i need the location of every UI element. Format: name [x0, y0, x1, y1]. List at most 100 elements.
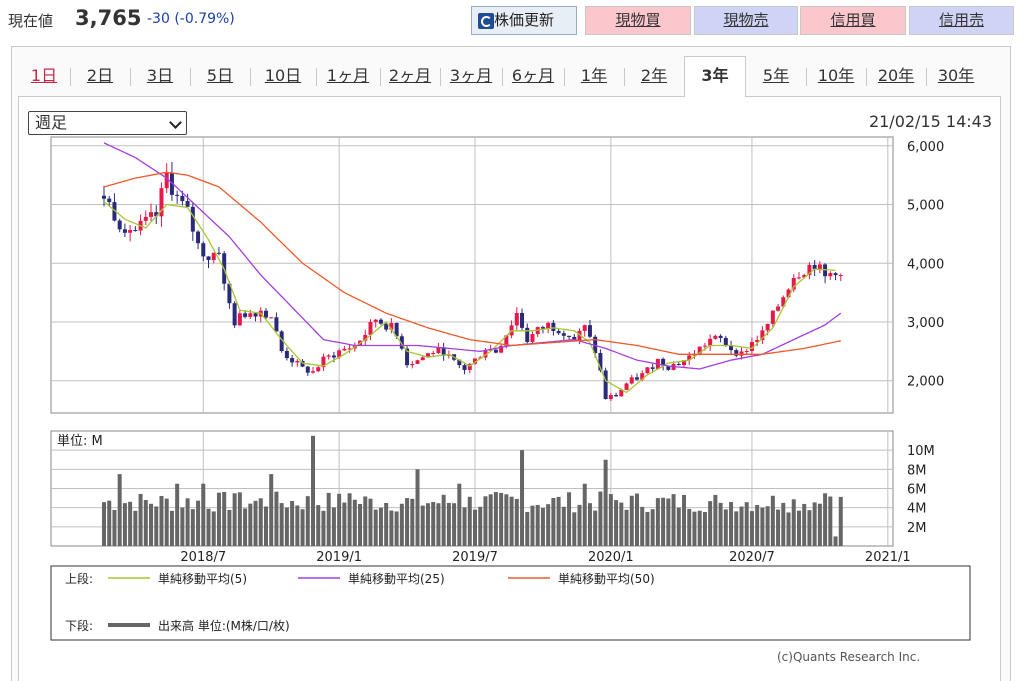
volume-bar — [206, 508, 211, 546]
tab-3日[interactable]: 3日 — [146, 66, 174, 85]
tab-2日[interactable]: 2日 — [86, 66, 114, 85]
candle-body — [624, 383, 629, 390]
tab-separator — [440, 68, 441, 86]
volume-bar — [655, 498, 660, 546]
volume-bar — [535, 504, 540, 546]
volume-bar — [436, 503, 441, 546]
legend-lower-label: 下段: — [65, 618, 93, 633]
candle-body — [603, 370, 608, 400]
tab-10日[interactable]: 10日 — [264, 66, 302, 85]
tab-2ヶ月[interactable]: 2ヶ月 — [388, 66, 432, 85]
volume-bar — [378, 507, 383, 546]
refresh-icon — [478, 13, 494, 29]
candle-body — [373, 319, 378, 323]
candle-body — [786, 289, 791, 298]
candle-body — [514, 312, 519, 326]
tab-20年[interactable]: 20年 — [877, 66, 915, 85]
volume-bar — [540, 507, 545, 546]
volume-bar — [211, 511, 216, 546]
candle-body — [530, 334, 535, 342]
tab-5日[interactable]: 5日 — [206, 66, 234, 85]
volume-bar — [823, 493, 828, 546]
candle-body — [227, 283, 232, 304]
candle-body — [415, 360, 420, 364]
tab-5年[interactable]: 5年 — [762, 66, 790, 85]
candle-body — [143, 216, 148, 221]
volume-bar — [263, 506, 268, 546]
tab-separator — [316, 68, 317, 86]
tab-30年[interactable]: 30年 — [937, 66, 975, 85]
candle-body — [650, 367, 655, 369]
price-plot-area — [50, 136, 894, 414]
volume-bar — [232, 493, 237, 546]
volume-bar — [713, 494, 718, 546]
tab-1日[interactable]: 1日 — [30, 66, 58, 85]
volume-bar — [122, 503, 127, 546]
candle-body — [159, 188, 164, 217]
tab-3年[interactable]: 3年 — [684, 56, 746, 97]
candle-body — [243, 313, 248, 317]
candle-body — [666, 365, 671, 370]
candle-body — [567, 335, 572, 337]
ma25-line — [103, 142, 842, 370]
candle-body — [347, 348, 352, 350]
period-select[interactable]: 週足 — [28, 111, 187, 135]
volume-bar — [175, 483, 180, 546]
candle-body — [561, 333, 566, 336]
volume-bar — [666, 498, 671, 546]
candle-body — [483, 350, 488, 358]
candle-body — [540, 327, 545, 329]
candle-body — [488, 349, 493, 351]
volume-bar — [776, 509, 781, 546]
refresh-price-button[interactable]: 株価更新 — [471, 6, 577, 35]
tab-3ヶ月[interactable]: 3ヶ月 — [449, 66, 493, 85]
volume-bar — [614, 500, 619, 546]
candle-body — [253, 313, 258, 317]
volume-bar — [624, 509, 629, 546]
cash-sell-button[interactable]: 現物売 — [694, 6, 798, 35]
volume-bar — [185, 498, 190, 546]
period-tabs: 1日 2日 3日 5日 10日 1ヶ月 2ヶ月 3ヶ月 6ヶ月 1年 2年 3年 5年 10年 20年 30年 — [18, 56, 1000, 97]
candle-body — [342, 348, 347, 351]
candle-body — [248, 313, 253, 317]
margin-sell-button[interactable]: 信用売 — [909, 6, 1014, 35]
volume-bar — [399, 503, 404, 546]
candle-body — [556, 330, 561, 334]
candle-body — [154, 212, 159, 217]
volume-bar — [781, 502, 786, 546]
candle-body — [682, 360, 687, 366]
tab-10年[interactable]: 10年 — [817, 66, 855, 85]
tab-6ヶ月[interactable]: 6ヶ月 — [511, 66, 555, 85]
candle-body — [708, 338, 713, 346]
volume-bar — [164, 498, 169, 546]
candle-body — [128, 230, 133, 233]
volume-bar — [546, 504, 551, 546]
volume-bar — [117, 474, 122, 546]
tab-1ヶ月[interactable]: 1ヶ月 — [326, 66, 370, 85]
volume-bar — [629, 495, 634, 546]
volume-bar — [342, 502, 347, 546]
candle-body — [645, 367, 650, 374]
candle-body — [290, 358, 295, 363]
volume-bar — [514, 498, 519, 546]
tab-separator — [130, 68, 131, 86]
candle-body — [321, 356, 326, 368]
tab-2年[interactable]: 2年 — [640, 66, 668, 85]
tab-separator — [866, 68, 867, 86]
tab-1年[interactable]: 1年 — [580, 66, 608, 85]
volume-bar — [190, 509, 195, 546]
volume-bar — [169, 510, 174, 546]
margin-buy-button[interactable]: 信用買 — [800, 6, 906, 35]
tab-separator — [926, 68, 927, 86]
candle-body — [457, 359, 462, 366]
candle-body — [572, 336, 577, 341]
chart-credit: (c)Quants Research Inc. — [777, 650, 921, 664]
volume-bar — [478, 506, 483, 546]
volume-bar — [112, 510, 117, 546]
candle-body — [551, 322, 556, 331]
candle-body — [525, 327, 530, 342]
candle-body — [363, 334, 368, 341]
volume-bar — [389, 510, 394, 546]
volume-bar — [159, 495, 164, 546]
cash-buy-button[interactable]: 現物買 — [585, 6, 691, 35]
